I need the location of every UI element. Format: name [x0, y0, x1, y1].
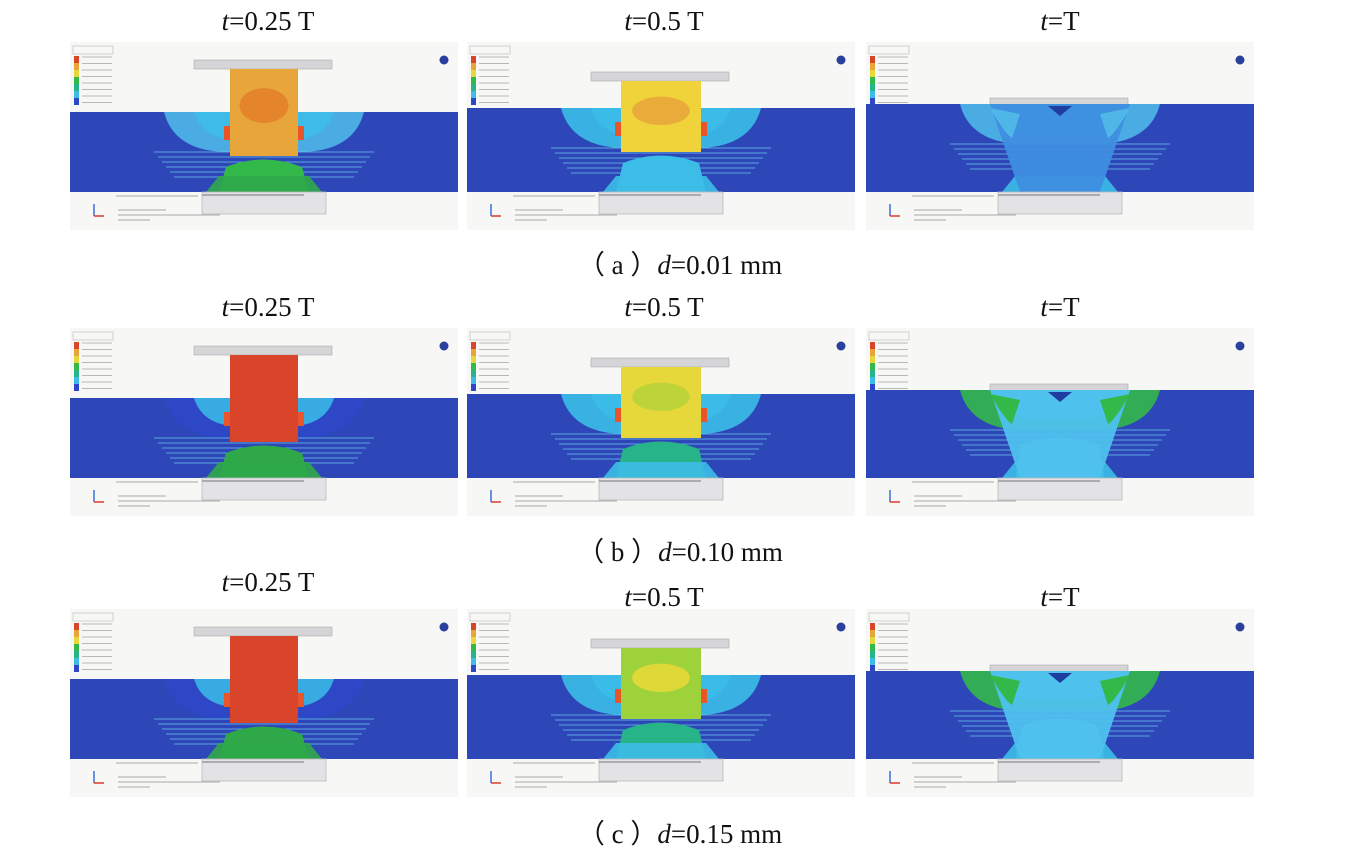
view-marker-icon — [836, 341, 846, 351]
status-lines — [116, 762, 220, 788]
time-value: =0.25 T — [229, 292, 315, 322]
time-value: =0.25 T — [229, 6, 315, 36]
simulation-panel — [70, 328, 458, 516]
contour-legend — [868, 612, 910, 672]
die-block — [997, 758, 1123, 782]
die-block — [201, 758, 327, 782]
contour-legend — [72, 612, 114, 672]
simulation-panel — [467, 328, 855, 516]
punch-plate — [590, 357, 730, 368]
contour-legend — [469, 331, 511, 391]
punch-plate — [590, 71, 730, 82]
status-lines — [912, 762, 1016, 788]
time-value: =0.5 T — [631, 582, 704, 612]
axis-triad-icon — [490, 204, 501, 217]
stress-field — [551, 81, 771, 192]
die-block — [598, 758, 724, 782]
status-lines — [912, 481, 1016, 507]
view-marker-icon — [836, 622, 846, 632]
axis-triad-icon — [889, 490, 900, 503]
die-block — [997, 191, 1123, 215]
stress-field — [154, 636, 374, 759]
axis-triad-icon — [889, 204, 900, 217]
stress-field — [154, 69, 374, 192]
view-marker-icon — [439, 341, 449, 351]
time-value: =0.5 T — [631, 292, 704, 322]
time-label: t=0.5 T — [624, 6, 704, 36]
simulation-panel — [866, 42, 1254, 230]
time-value: =0.25 T — [229, 567, 315, 597]
status-lines — [513, 481, 617, 507]
axis-triad-icon — [93, 204, 104, 217]
time-label: t=0.25 T — [221, 567, 315, 597]
status-lines — [116, 481, 220, 507]
simulation-panel — [866, 609, 1254, 797]
time-label: t=0.5 T — [624, 582, 704, 612]
time-label: t=T — [1040, 582, 1080, 612]
time-label: t=0.25 T — [221, 292, 315, 322]
simulation-panel — [467, 42, 855, 230]
status-lines — [513, 195, 617, 221]
die-block — [201, 477, 327, 501]
time-value: =T — [1047, 582, 1080, 612]
row-caption: （ a ）d=0.01 mm — [577, 250, 783, 280]
axis-triad-icon — [490, 490, 501, 503]
contour-legend — [868, 331, 910, 391]
row-caption: （ b ）d=0.10 mm — [577, 537, 783, 567]
punch-plate — [193, 626, 333, 637]
die-block — [201, 191, 327, 215]
stress-field — [950, 671, 1170, 759]
contour-legend — [469, 45, 511, 105]
contour-legend — [72, 331, 114, 391]
axis-triad-icon — [93, 490, 104, 503]
status-lines — [513, 762, 617, 788]
punch-plate — [193, 59, 333, 70]
view-marker-icon — [1235, 341, 1245, 351]
time-value: =T — [1047, 292, 1080, 322]
time-label: t=0.5 T — [624, 292, 704, 322]
punch-plate — [193, 345, 333, 356]
stress-field — [551, 367, 771, 478]
simulation-panel — [70, 609, 458, 797]
time-label: t=T — [1040, 292, 1080, 322]
time-value: =0.5 T — [631, 6, 704, 36]
view-marker-icon — [1235, 55, 1245, 65]
status-lines — [116, 195, 220, 221]
die-block — [598, 191, 724, 215]
axis-triad-icon — [490, 771, 501, 784]
time-value: =T — [1047, 6, 1080, 36]
punch-plate — [590, 638, 730, 649]
simulation-panel — [866, 328, 1254, 516]
time-label: t=T — [1040, 6, 1080, 36]
contour-legend — [469, 612, 511, 672]
die-block — [997, 477, 1123, 501]
view-marker-icon — [439, 622, 449, 632]
stress-field — [950, 390, 1170, 478]
view-marker-icon — [836, 55, 846, 65]
time-label: t=0.25 T — [221, 6, 315, 36]
simulation-panel — [467, 609, 855, 797]
stress-field — [154, 355, 374, 478]
die-block — [598, 477, 724, 501]
simulation-panel — [70, 42, 458, 230]
status-lines — [912, 195, 1016, 221]
row-caption: （ c ）d=0.15 mm — [577, 819, 783, 849]
stress-field — [950, 104, 1170, 192]
view-marker-icon — [439, 55, 449, 65]
view-marker-icon — [1235, 622, 1245, 632]
axis-triad-icon — [889, 771, 900, 784]
stress-field — [551, 648, 771, 759]
contour-legend — [868, 45, 910, 105]
contour-legend — [72, 45, 114, 105]
axis-triad-icon — [93, 771, 104, 784]
